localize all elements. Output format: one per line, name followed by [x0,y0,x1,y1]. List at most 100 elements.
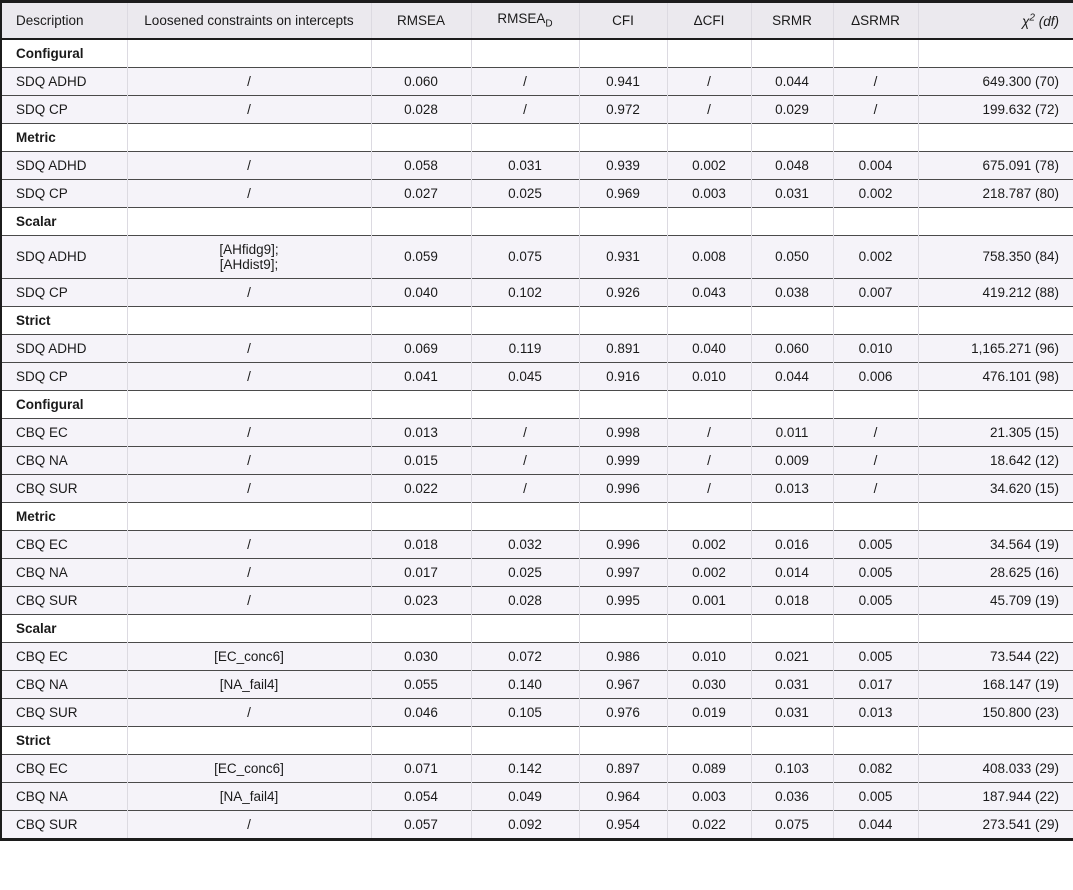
delta-srmr-cell: 0.005 [832,586,918,615]
srmr-cell: 0.044 [750,362,833,391]
delta-cfi-cell: 0.002 [666,151,751,180]
section-empty-cell [666,614,751,643]
table-row: CBQ NA [NA_fail4] 0.054 0.049 0.964 0.003 0.03… [1,782,1073,811]
rmsea-cell: 0.028 [370,95,471,124]
description-cell: CBQ NA [16,564,68,580]
delta-srmr-cell: 0.006 [832,362,918,391]
rmsea-cell: 0.059 [370,235,471,279]
table-row: CBQ NA /0.017 0.025 0.997 0.002 0.014 0.005 28.… [1,558,1073,587]
rmsea-d-cell: 0.142 [470,754,579,783]
cfi-cell: 0.964 [578,782,667,811]
column-header-label: Loosened constraints on intercepts [144,12,354,28]
section-empty-cell [832,502,918,531]
section-empty-cell [126,390,371,419]
table-row: CBQ EC [EC_conc6] 0.071 0.142 0.897 0.089 0.10… [1,754,1073,783]
section-label: Configural [16,396,84,412]
description-cell: CBQ NA [16,788,68,804]
delta-srmr-cell: 0.004 [832,151,918,180]
section-empty-cell [917,38,1073,68]
chisq-df-cell: 218.787 (80) [917,179,1073,208]
rmsea-cell: 0.018 [370,530,471,559]
section-label: Metric [16,129,56,145]
column-header-label: ΔSRMR [851,12,900,28]
section-empty-cell [578,306,667,335]
section-empty-cell [832,123,918,152]
section-label: Scalar [16,213,57,229]
description-cell: SDQ ADHD [16,73,87,89]
table-row: CBQ SUR /0.046 0.105 0.976 0.019 0.031 0.013 15… [1,698,1073,727]
section-empty-cell [126,614,371,643]
loosened-constraints-cell: / [126,418,371,447]
delta-cfi-cell: 0.089 [666,754,751,783]
section-empty-cell [917,614,1073,643]
delta-srmr-cell: 0.005 [832,530,918,559]
cfi-cell: 0.996 [578,530,667,559]
table-row: SDQ CP /0.027 0.025 0.969 0.003 0.031 0.002 218… [1,179,1073,208]
table-row: CBQ EC /0.018 0.032 0.996 0.002 0.016 0.005 34.… [1,530,1073,559]
section-empty-cell [470,502,579,531]
table-row: SDQ CP/0.028/0.972/0.029/199.632 (72) [1,95,1073,124]
loosened-constraints-cell: / [126,151,371,180]
column-header-subscript: D [545,18,553,30]
srmr-cell: 0.011 [750,418,833,447]
delta-srmr-cell: 0.005 [832,642,918,671]
section-label: Metric [16,508,56,524]
srmr-cell: 0.075 [750,810,833,840]
rmsea-d-cell: 0.031 [470,151,579,180]
delta-cfi-cell: 0.003 [666,782,751,811]
description-cell: CBQ NA [16,452,68,468]
section-empty-cell [578,207,667,236]
section-empty-cell [126,38,371,68]
rmsea-d-cell: 0.105 [470,698,579,727]
loosened-constraints-cell: [AHfidg9]; [AHdist9]; [126,235,371,279]
table-row: CBQ EC/0.013/0.998/0.011/21.305 (15) [1,418,1073,447]
rmsea-cell: 0.058 [370,151,471,180]
rmsea-d-cell: 0.028 [470,586,579,615]
rmsea-d-cell: 0.025 [470,179,579,208]
description-cell: SDQ CP [16,185,68,201]
delta-cfi-cell: 0.008 [666,235,751,279]
delta-cfi-cell: 0.002 [666,530,751,559]
chisq-df-cell: 34.564 (19) [917,530,1073,559]
cfi-cell: 0.972 [578,95,667,124]
section-empty-cell [750,207,833,236]
cfi-cell: 0.969 [578,179,667,208]
header-row: Description Loosened constraints on inte… [1,1,1073,40]
description-cell: CBQ EC [16,760,68,776]
chisq-df-cell: 419.212 (88) [917,278,1073,307]
chisq-df-cell: 28.625 (16) [917,558,1073,587]
delta-srmr-cell: 0.017 [832,670,918,699]
section-empty-cell [470,123,579,152]
section-empty-cell [370,123,471,152]
loosened-constraints-cell: / [126,446,371,475]
chisq-df-cell: 408.033 (29) [917,754,1073,783]
rmsea-d-cell: 0.072 [470,642,579,671]
loosened-constraints-cell: / [126,95,371,124]
table-row: SDQ ADHD /0.069 0.119 0.891 0.040 0.060 0.010 1… [1,334,1073,363]
chisq-df-cell: 675.091 (78) [917,151,1073,180]
chisq-df-cell: 73.544 (22) [917,642,1073,671]
rmsea-cell: 0.071 [370,754,471,783]
description-cell: CBQ EC [16,648,68,664]
section-empty-cell [750,38,833,68]
section-label: Scalar [16,620,57,636]
description-cell: SDQ CP [16,101,68,117]
delta-cfi-cell: 0.022 [666,810,751,840]
rmsea-cell: 0.023 [370,586,471,615]
section-empty-cell [578,390,667,419]
delta-srmr-cell: / [832,418,918,447]
measurement-invariance-fit-table: Description Loosened constraints on inte… [0,0,1073,841]
delta-srmr-cell: / [832,474,918,503]
chisq-df-cell: 273.541 (29) [917,810,1073,840]
section-empty-cell [578,502,667,531]
section-empty-cell [578,38,667,68]
section-empty-cell [832,38,918,68]
rmsea-d-cell: / [470,418,579,447]
section-empty-cell [370,207,471,236]
table-row: CBQ SUR /0.057 0.092 0.954 0.022 0.075 0.044 27… [1,810,1073,840]
cfi-cell: 0.996 [578,474,667,503]
delta-cfi-cell: 0.019 [666,698,751,727]
delta-srmr-cell: 0.007 [832,278,918,307]
chisq-df-cell: 649.300 (70) [917,67,1073,96]
